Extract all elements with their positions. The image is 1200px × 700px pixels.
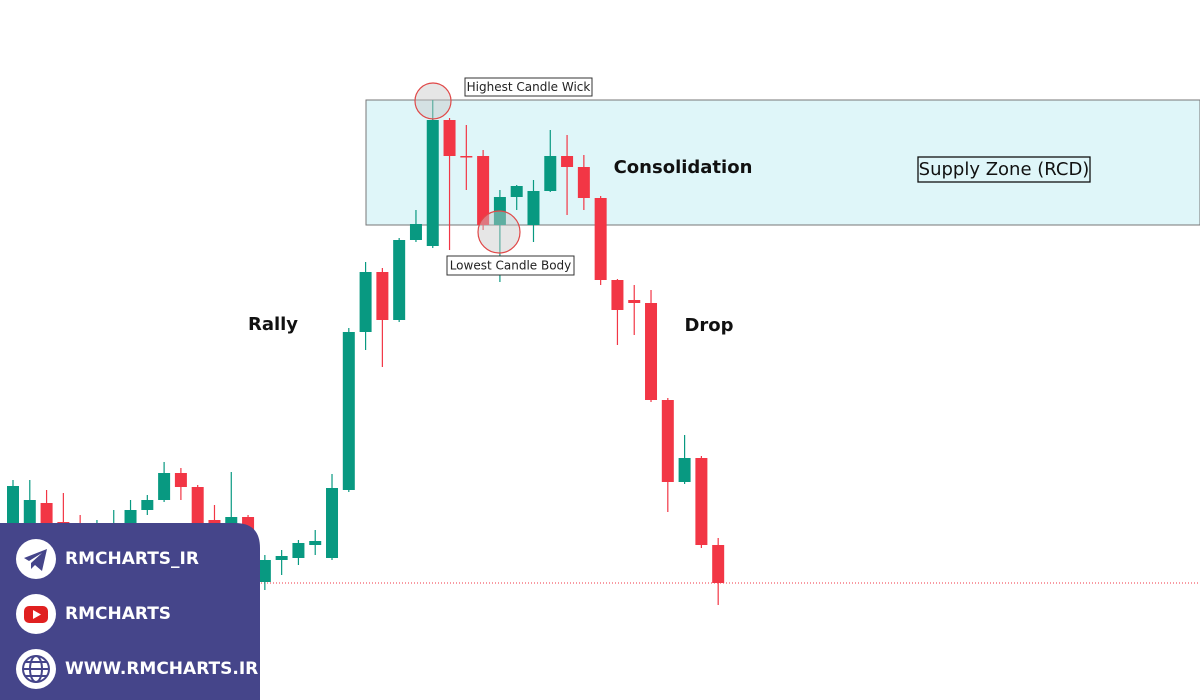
candle-body [611,280,624,310]
candle-body [577,167,590,198]
candle-body [594,198,607,280]
candle-body [645,303,658,400]
candle-body [393,240,406,320]
note-box [446,255,575,276]
globe-glyph [22,655,50,683]
label-rally: Rally [248,314,298,335]
social-panel: RMCHARTS_IR RMCHARTS WWW.RMCHARTS.IR [0,523,260,700]
label-consolidation: Consolidation [614,157,753,178]
youtube-play [33,610,41,619]
panel-bg [0,523,260,700]
candle-body [678,458,691,482]
candle-body [695,458,708,545]
candle-body [460,156,473,158]
candle-body [7,486,19,530]
note-box [464,77,593,97]
candle-body [174,473,187,487]
candle-body [477,156,490,225]
zone-label-box [917,156,1091,183]
social-site: WWW.RMCHARTS.IR [65,659,258,679]
wick-highlight [414,82,452,120]
candle-body [561,156,574,167]
zone-label: Supply Zone (RCD) [919,159,1090,180]
candle-body [292,543,305,558]
candle-body [628,300,641,303]
candle-body [359,272,372,332]
candle-body [409,224,422,240]
candle-body [712,545,725,583]
candle-body [258,560,271,582]
note-body: Lowest Candle Body [450,259,572,273]
social-telegram: RMCHARTS_IR [65,549,199,569]
body-highlight [477,210,521,254]
social-youtube: RMCHARTS [65,604,171,624]
telegram-glyph [24,549,47,571]
candle-body [23,500,36,530]
candle-body [141,500,154,510]
candle-body [527,191,540,225]
candle-body [191,487,204,525]
candle-body [426,120,439,246]
candle-body [544,156,557,191]
candle-body [661,400,674,482]
candle-body [158,473,171,500]
candle-body [40,503,53,525]
candle-body [342,332,355,490]
label-drop: Drop [684,315,733,336]
note-layer: Highest Candle Wick Lowest Candle Body R… [248,77,1091,336]
candle-body [443,120,456,156]
candle-body [510,186,523,197]
candle-body [376,272,389,320]
note-wick: Highest Candle Wick [467,80,591,94]
candle-body [225,517,238,528]
candle-body [309,541,322,545]
candle-body [326,488,339,558]
candle-body [275,556,288,560]
